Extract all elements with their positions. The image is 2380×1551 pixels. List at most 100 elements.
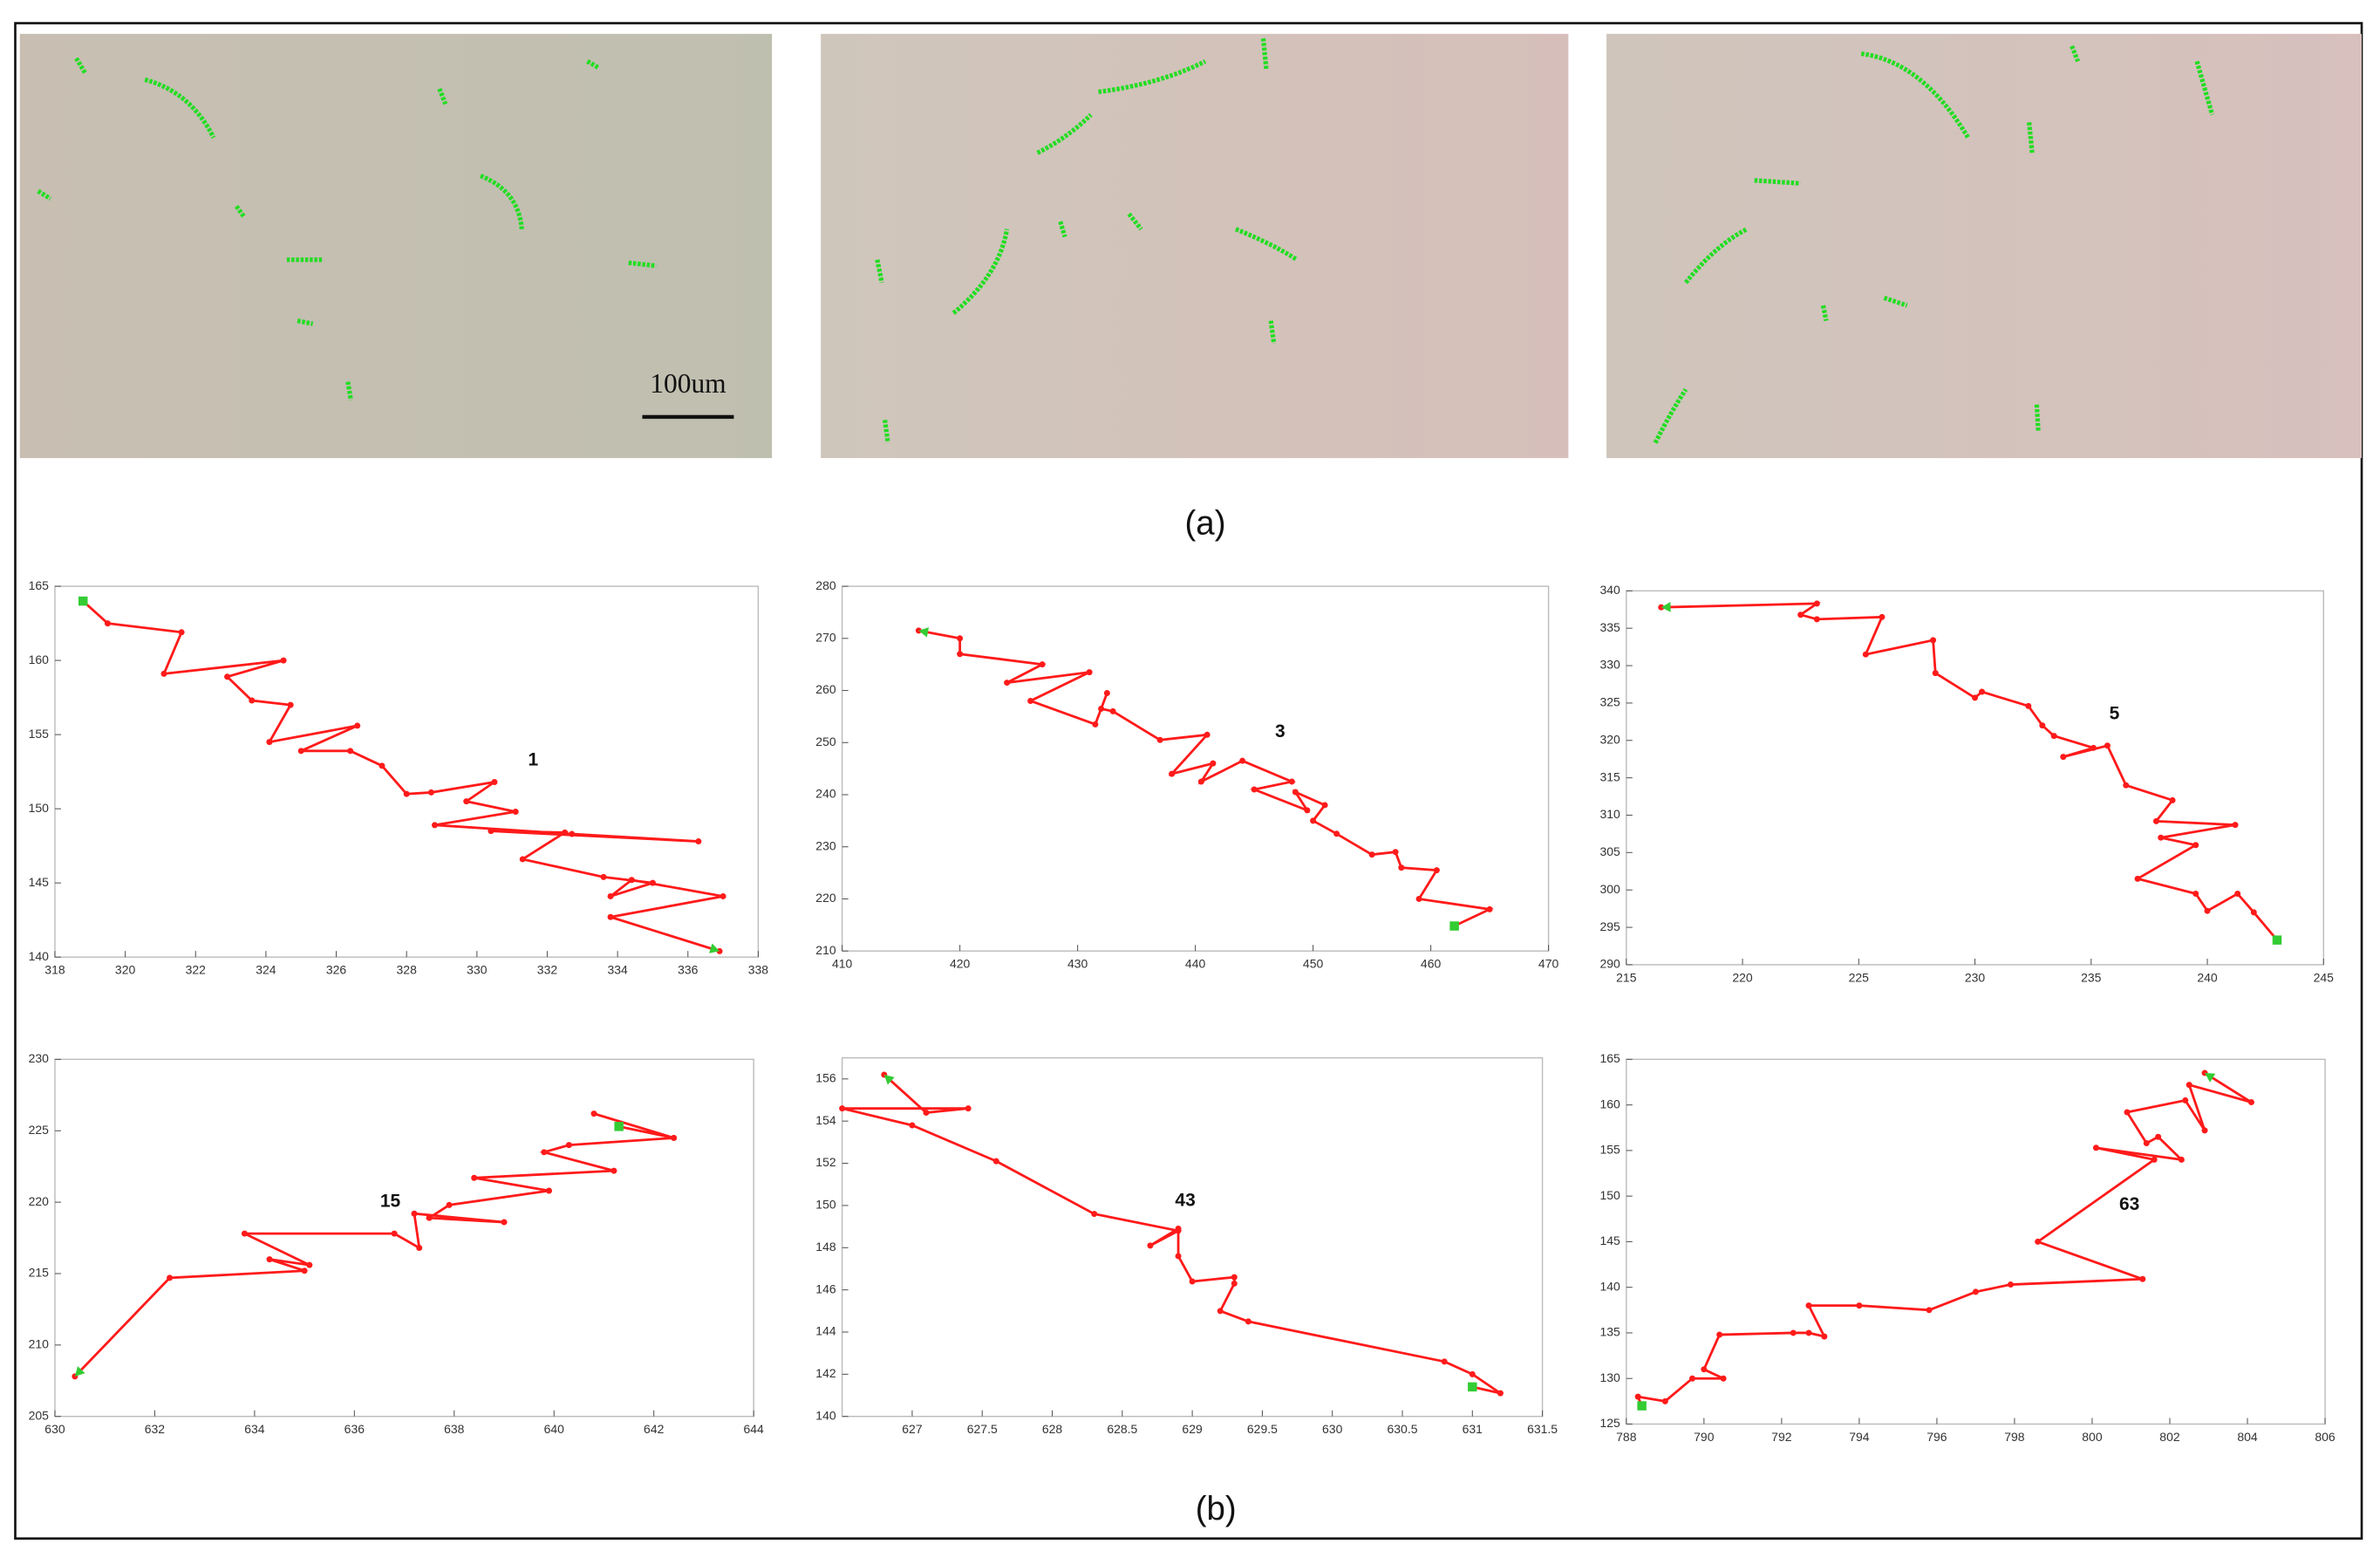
x-tick-label: 790 <box>1694 1430 1715 1444</box>
x-tick-label: 631 <box>1463 1422 1483 1436</box>
start-marker <box>78 596 88 606</box>
trajectory-point <box>1805 1302 1812 1309</box>
x-tick-label: 330 <box>467 963 488 977</box>
y-tick-label: 210 <box>815 943 836 957</box>
trajectory-point <box>607 892 614 899</box>
trajectory-point <box>1292 789 1299 796</box>
y-tick-label: 140 <box>815 1408 836 1422</box>
trajectory-point <box>446 1201 453 1208</box>
trajectory-point <box>391 1230 398 1237</box>
x-tick-label: 796 <box>1927 1430 1947 1444</box>
trajectory-point <box>2169 796 2176 803</box>
y-tick-label: 160 <box>1599 1097 1620 1110</box>
trajectory-point <box>403 790 410 797</box>
trajectory-point <box>471 1174 478 1181</box>
trajectory-point <box>1790 1329 1797 1336</box>
x-tick-label: 638 <box>444 1422 465 1436</box>
y-tick-label: 225 <box>29 1123 50 1137</box>
track-id: 15 <box>380 1192 401 1212</box>
y-tick-label: 154 <box>815 1113 836 1127</box>
y-tick-label: 310 <box>1599 807 1620 821</box>
y-tick-label: 140 <box>29 949 50 963</box>
trajectory-point <box>1398 864 1405 871</box>
y-tick-label: 280 <box>815 578 836 592</box>
x-tick-label: 631.5 <box>1527 1422 1558 1436</box>
panel-caption: (b) <box>1196 1490 1237 1527</box>
trajectory-point <box>1688 1375 1695 1382</box>
trajectory-point <box>1701 1366 1708 1373</box>
trajectory-point <box>600 873 607 880</box>
trajectory-point <box>1415 895 1422 902</box>
trajectory-point <box>628 877 635 884</box>
trajectory-point <box>1805 1329 1812 1336</box>
trajectory-point <box>160 670 167 677</box>
trajectory-point <box>2182 1097 2189 1103</box>
trajectory-point <box>1103 690 1110 697</box>
trajectory-point <box>519 856 526 863</box>
y-tick-label: 305 <box>1599 844 1620 858</box>
y-tick-label: 155 <box>29 727 50 741</box>
panel-caption: (a) <box>1184 504 1225 542</box>
y-tick-label: 148 <box>815 1240 836 1254</box>
trajectory-point <box>1231 1280 1238 1287</box>
start-marker <box>1468 1382 1477 1392</box>
trajectory-point <box>1862 651 1869 658</box>
trajectory-point <box>2186 1082 2192 1089</box>
trajectory-line <box>1635 1071 2253 1407</box>
trajectory-point <box>287 701 294 708</box>
trajectory-point <box>992 1158 999 1165</box>
trajectory-point <box>1197 778 1204 785</box>
trajectory-point <box>1027 697 1034 704</box>
y-tick-label: 230 <box>815 838 836 852</box>
trajectory-point <box>590 1110 597 1117</box>
trajectory-point <box>1092 721 1099 728</box>
trajectory-point <box>1039 661 1046 668</box>
trajectory-point <box>1004 680 1011 687</box>
trajectory-point <box>1204 731 1210 738</box>
track-id: 63 <box>2119 1194 2139 1214</box>
x-tick-label: 800 <box>2082 1430 2103 1444</box>
x-tick-label: 636 <box>344 1422 365 1436</box>
plot-area <box>54 1058 754 1418</box>
x-tick-label: 806 <box>2315 1430 2336 1444</box>
y-tick-label: 150 <box>29 801 50 815</box>
trajectory-point <box>649 879 656 886</box>
x-tick-label: 628 <box>1042 1422 1063 1436</box>
trajectory-point <box>1972 1288 1979 1295</box>
x-tick-label: 328 <box>397 963 418 977</box>
end-arrow <box>1661 602 1671 612</box>
x-tick-label: 240 <box>2197 970 2218 984</box>
trajectory-point <box>512 809 519 816</box>
trajectory-point <box>280 657 287 664</box>
trajectory-point <box>426 1214 433 1221</box>
x-tick-label: 420 <box>950 957 971 971</box>
y-tick-label: 144 <box>815 1324 836 1338</box>
y-tick-label: 220 <box>29 1194 50 1208</box>
y-tick-label: 160 <box>29 653 50 666</box>
plot-area <box>54 585 760 958</box>
y-tick-label: 165 <box>1599 1051 1620 1065</box>
trajectory-point <box>2192 890 2199 897</box>
x-tick-label: 318 <box>44 963 65 977</box>
x-tick-label: 332 <box>537 963 558 977</box>
trajectory-point <box>957 651 964 658</box>
trajectory-point <box>1813 616 1820 623</box>
trajectory-point <box>1433 867 1440 874</box>
x-tick-label: 336 <box>678 963 699 977</box>
trajectory-point <box>2124 1109 2131 1116</box>
y-tick-label: 230 <box>29 1051 50 1065</box>
y-tick-label: 290 <box>1599 957 1620 971</box>
trajectory-point <box>1091 1211 1098 1218</box>
trajectory-point <box>2158 834 2165 841</box>
y-tick-label: 270 <box>815 631 836 645</box>
trajectory-point <box>2155 1133 2162 1140</box>
x-tick-label: 460 <box>1421 957 1442 971</box>
trajectory-point <box>1109 707 1116 714</box>
trajectory-point <box>2092 1144 2099 1151</box>
trajectory-point <box>2123 782 2130 789</box>
x-tick-label: 410 <box>832 957 853 971</box>
trajectory-point <box>2025 702 2032 709</box>
trajectory-point <box>1245 1318 1251 1325</box>
trajectory-point <box>354 722 361 729</box>
